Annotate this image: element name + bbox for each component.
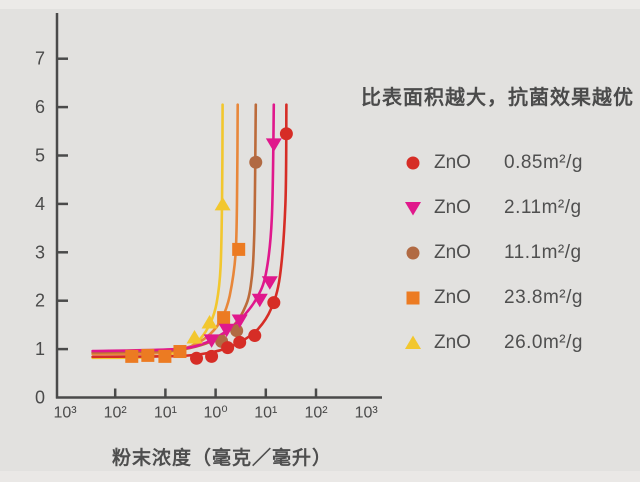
legend-area-value: 23.8m²/g — [504, 286, 583, 308]
legend-item: ZnO 11.1m²/g — [398, 239, 583, 266]
y-tick-label: 1 — [35, 339, 45, 359]
legend-material-label: ZnO — [434, 151, 471, 173]
series-marker-triangle-up — [405, 335, 421, 349]
series-marker-square — [125, 349, 139, 363]
series-marker-triangle-up — [214, 196, 231, 211]
legend-marker-circle-icon — [406, 156, 420, 169]
series-marker-square — [217, 311, 231, 325]
legend-area-value: 26.0m²/g — [504, 331, 583, 353]
series-curve — [91, 103, 224, 360]
legend-material-label: ZnO — [434, 331, 471, 353]
x-tick-label: 10⁰ — [203, 405, 227, 422]
legend-material-label: ZnO — [434, 286, 471, 308]
legend-item: ZnO 23.8m²/g — [398, 284, 583, 311]
series-marker-circle — [233, 335, 247, 349]
legend-marker-triangle-down-icon — [405, 201, 421, 215]
chart-annotation: 比表面积越大，抗菌效果越优 — [361, 87, 634, 109]
series-marker-triangle-down — [251, 293, 268, 308]
series-marker-circle — [221, 341, 235, 355]
legend-marker-triangle-up-icon — [405, 335, 421, 349]
series-marker-triangle-down — [261, 276, 278, 290]
series-curve — [91, 103, 258, 354]
series-marker-triangle-down — [218, 323, 235, 338]
series-marker-triangle-down — [265, 138, 282, 152]
x-tick-label: 10³ — [53, 405, 77, 422]
y-tick-label: 2 — [35, 291, 45, 311]
legend-area-value: 2.11m²/g — [504, 196, 582, 218]
legend-item: ZnO 2.11m²/g — [398, 194, 583, 221]
series-marker-square — [232, 242, 246, 256]
series-marker-square — [141, 348, 155, 362]
y-tick-label: 6 — [35, 97, 45, 117]
y-tick-label: 7 — [35, 49, 45, 69]
series-marker-circle — [267, 296, 281, 310]
y-tick-label: 3 — [35, 242, 45, 262]
series-marker-square — [406, 291, 420, 304]
x-tick-label: 10² — [104, 405, 128, 422]
y-tick-label: 4 — [35, 194, 45, 214]
series-marker-square — [158, 349, 172, 363]
x-tick-label: 10¹ — [154, 405, 177, 422]
legend-material-label: ZnO — [434, 196, 471, 218]
series-marker-triangle-down — [231, 314, 248, 329]
legend-item: ZnO 0.85m²/g — [398, 149, 583, 176]
legend-material-label: ZnO — [434, 241, 471, 263]
legend-marker-square-icon — [406, 291, 420, 304]
series-marker-triangle-down — [203, 334, 220, 348]
series-marker-circle — [279, 127, 293, 141]
x-tick-label: 10³ — [355, 405, 379, 422]
series-marker-triangle-down — [405, 201, 421, 215]
legend-area-value: 11.1m²/g — [504, 241, 582, 263]
series-marker-circle — [406, 246, 420, 259]
series-marker-square — [173, 345, 187, 359]
x-axis-label: 粉末浓度（毫克／毫升） — [111, 448, 332, 469]
series-curve — [91, 103, 239, 356]
legend-item: ZnO 26.0m²/g — [398, 329, 583, 356]
top-band — [0, 0, 640, 9]
y-tick-label: 0 — [35, 388, 45, 408]
bottom-band — [0, 471, 640, 482]
x-tick-label: 10¹ — [254, 405, 277, 422]
series-marker-circle — [406, 156, 420, 169]
series-marker-circle — [205, 349, 219, 363]
legend: ZnO 0.85m²/g ZnO 2.11m²/g ZnO 11.1m²/g Z… — [398, 149, 583, 374]
series-marker-circle — [249, 155, 263, 169]
series-marker-circle — [190, 351, 204, 365]
x-tick-label: 10² — [304, 405, 328, 422]
y-tick-label: 5 — [35, 146, 45, 166]
series-curve — [91, 103, 288, 359]
series-curve — [91, 103, 276, 353]
series-marker-triangle-up — [186, 329, 203, 344]
legend-marker-circle-icon — [406, 246, 420, 259]
series-marker-triangle-up — [201, 314, 218, 329]
series-marker-circle — [248, 329, 262, 343]
legend-area-value: 0.85m²/g — [504, 151, 583, 173]
